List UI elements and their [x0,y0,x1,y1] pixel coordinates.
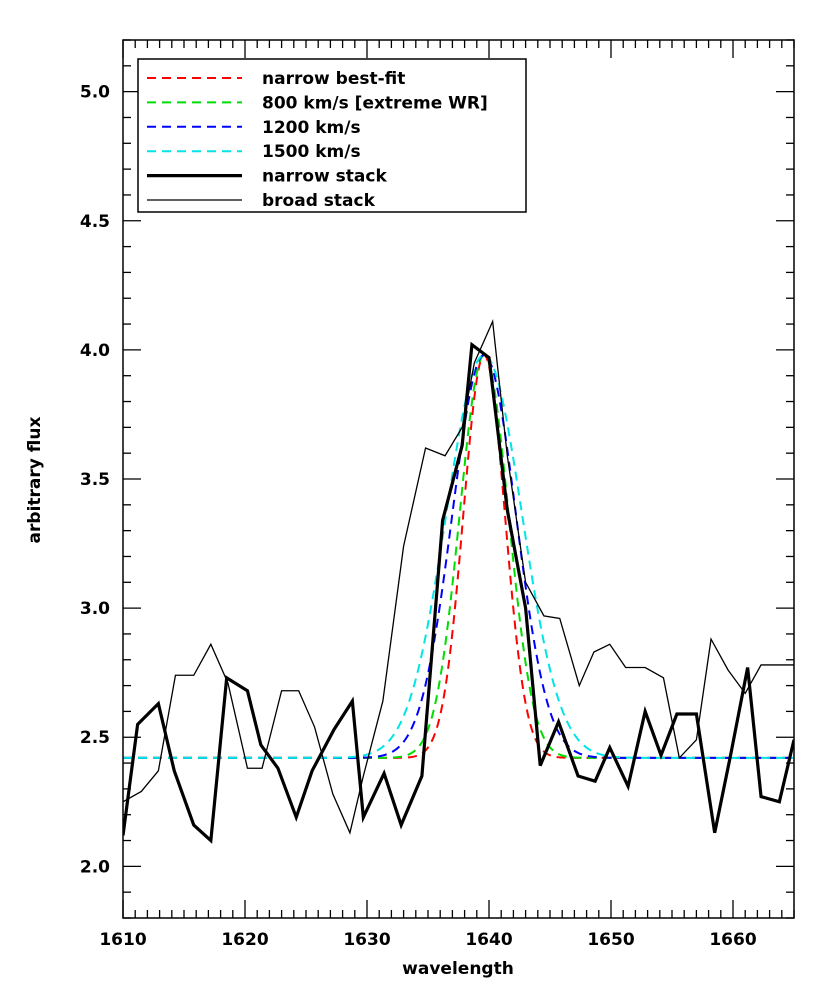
legend: narrow best-fit 800 km/s [extreme WR] 1200… [137,58,527,213]
legend-label: narrow stack [262,167,387,187]
x-tick-label: 1610 [99,930,146,950]
y-tick-label: 2.0 [80,857,110,877]
y-tick-label: 4.0 [80,341,110,361]
x-tick-label: 1620 [221,930,268,950]
series-layer [123,319,794,844]
legend-label: broad stack [262,191,376,211]
y-tick-labels: 2.0 2.5 3.0 3.5 4.0 4.5 5.0 [80,83,110,878]
legend-label: narrow best-fit [262,69,405,89]
y-tick-label: 2.5 [80,728,110,748]
legend-label: 1500 km/s [262,142,361,162]
x-tick-label: 1640 [465,930,512,950]
y-tick-label: 4.5 [80,212,110,232]
y-axis-title: arbitrary flux [25,417,45,544]
plot-frame [122,39,795,919]
y-tick-label: 5.0 [80,83,110,103]
x-tick-label: 1630 [343,930,390,950]
x-tick-label: 1660 [709,930,756,950]
series-line-1500-km-s [123,354,794,759]
x-tick-labels: 1610 1620 1630 1640 1650 1660 [99,930,756,950]
series-line-narrow-stack [123,341,794,844]
series-line-broad-stack [123,319,794,835]
legend-label: 1200 km/s [262,118,361,138]
x-axis-title: wavelength [402,959,514,979]
legend-box [137,58,527,213]
legend-label: 800 km/s [extreme WR] [262,93,488,113]
x-tick-label: 1650 [587,930,634,950]
y-tick-label: 3.0 [80,599,110,619]
y-tick-label: 3.5 [80,470,110,490]
